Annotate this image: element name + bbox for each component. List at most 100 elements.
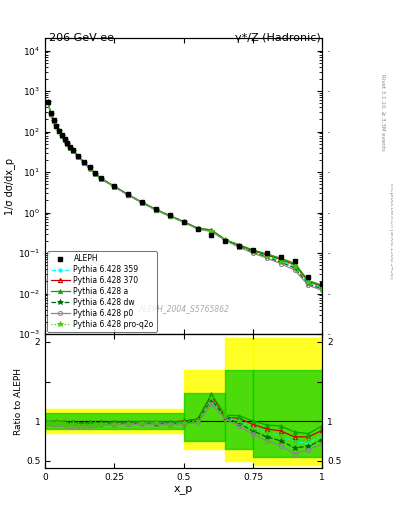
Pythia 6.428 p0: [223, 238, 228, 244]
Pythia 6.428 359: [57, 128, 61, 134]
ALEPH: [140, 199, 145, 205]
Pythia 6.428 370: [112, 183, 117, 189]
Pythia 6.428 a: [46, 99, 50, 105]
ALEPH: [167, 212, 172, 219]
Pythia 6.428 a: [57, 128, 61, 134]
Pythia 6.428 pro-q2o: [98, 176, 103, 182]
Pythia 6.428 p0: [48, 111, 53, 117]
Pythia 6.428 pro-q2o: [62, 137, 67, 143]
Pythia 6.428 a: [140, 199, 145, 205]
Pythia 6.428 359: [112, 183, 117, 189]
ALEPH: [87, 164, 92, 170]
Pythia 6.428 a: [62, 136, 67, 142]
Pythia 6.428 359: [126, 191, 131, 198]
Pythia 6.428 p0: [264, 255, 269, 261]
Pythia 6.428 359: [167, 213, 172, 219]
ALEPH: [182, 219, 186, 225]
Pythia 6.428 370: [59, 132, 64, 138]
ALEPH: [112, 183, 117, 189]
Pythia 6.428 359: [82, 160, 86, 166]
Pythia 6.428 dw: [278, 259, 283, 265]
Pythia 6.428 p0: [57, 129, 61, 135]
Pythia 6.428 dw: [62, 137, 67, 143]
ALEPH: [48, 111, 53, 117]
ALEPH: [68, 144, 72, 150]
Pythia 6.428 pro-q2o: [182, 219, 186, 225]
Pythia 6.428 a: [320, 282, 325, 288]
Pythia 6.428 dw: [87, 165, 92, 172]
Pythia 6.428 370: [306, 279, 311, 285]
Pythia 6.428 359: [209, 227, 214, 233]
Line: Pythia 6.428 a: Pythia 6.428 a: [46, 100, 324, 287]
Pythia 6.428 p0: [167, 213, 172, 219]
Text: ALEPH_2004_S5765862: ALEPH_2004_S5765862: [138, 304, 229, 313]
Pythia 6.428 a: [71, 147, 75, 154]
Pythia 6.428 370: [57, 128, 61, 134]
Pythia 6.428 dw: [320, 286, 325, 292]
Pythia 6.428 359: [98, 175, 103, 181]
Pythia 6.428 370: [82, 159, 86, 165]
Pythia 6.428 359: [87, 165, 92, 171]
Pythia 6.428 pro-q2o: [126, 192, 131, 198]
Pythia 6.428 370: [51, 118, 56, 124]
Pythia 6.428 dw: [167, 213, 172, 219]
Pythia 6.428 pro-q2o: [195, 226, 200, 232]
Pythia 6.428 dw: [209, 228, 214, 234]
Pythia 6.428 pro-q2o: [65, 141, 70, 147]
Pythia 6.428 p0: [76, 154, 81, 160]
ALEPH: [126, 191, 131, 198]
Pythia 6.428 p0: [112, 184, 117, 190]
Pythia 6.428 p0: [278, 261, 283, 267]
Pythia 6.428 359: [59, 133, 64, 139]
Pythia 6.428 pro-q2o: [71, 148, 75, 154]
ALEPH: [62, 136, 67, 142]
Pythia 6.428 p0: [46, 99, 50, 105]
Pythia 6.428 pro-q2o: [237, 243, 241, 249]
Pythia 6.428 p0: [140, 200, 145, 206]
Pythia 6.428 pro-q2o: [93, 170, 97, 177]
Pythia 6.428 p0: [93, 171, 97, 177]
Pythia 6.428 pro-q2o: [112, 184, 117, 190]
Pythia 6.428 p0: [154, 207, 158, 213]
Pythia 6.428 dw: [54, 123, 59, 129]
Pythia 6.428 pro-q2o: [51, 118, 56, 124]
Pythia 6.428 pro-q2o: [278, 258, 283, 264]
Pythia 6.428 a: [59, 132, 64, 138]
Pythia 6.428 pro-q2o: [54, 123, 59, 129]
Pythia 6.428 dw: [195, 226, 200, 232]
Pythia 6.428 370: [154, 206, 158, 212]
Pythia 6.428 370: [48, 111, 53, 117]
Pythia 6.428 a: [93, 170, 97, 177]
Pythia 6.428 dw: [51, 118, 56, 124]
ALEPH: [54, 122, 59, 129]
ALEPH: [209, 232, 214, 238]
Pythia 6.428 359: [46, 99, 50, 105]
Pythia 6.428 a: [98, 175, 103, 181]
Pythia 6.428 pro-q2o: [76, 154, 81, 160]
Pythia 6.428 dw: [76, 154, 81, 160]
Pythia 6.428 dw: [57, 128, 61, 134]
ALEPH: [98, 175, 103, 181]
Pythia 6.428 dw: [98, 176, 103, 182]
Pythia 6.428 pro-q2o: [68, 144, 72, 151]
ALEPH: [59, 132, 64, 138]
Pythia 6.428 dw: [251, 249, 255, 255]
Pythia 6.428 p0: [182, 219, 186, 225]
Pythia 6.428 359: [154, 207, 158, 213]
Pythia 6.428 dw: [46, 99, 50, 105]
Pythia 6.428 pro-q2o: [46, 99, 50, 105]
Pythia 6.428 370: [71, 147, 75, 154]
Pythia 6.428 dw: [140, 200, 145, 206]
Pythia 6.428 dw: [237, 244, 241, 250]
Text: 206 GeV ee: 206 GeV ee: [49, 33, 114, 44]
Pythia 6.428 p0: [51, 118, 56, 124]
Pythia 6.428 370: [93, 170, 97, 177]
Pythia 6.428 a: [82, 159, 86, 165]
ALEPH: [278, 254, 283, 260]
Pythia 6.428 dw: [182, 219, 186, 225]
Pythia 6.428 370: [292, 262, 297, 268]
Pythia 6.428 a: [278, 255, 283, 261]
Pythia 6.428 p0: [292, 267, 297, 273]
Pythia 6.428 dw: [292, 265, 297, 271]
Pythia 6.428 a: [48, 111, 53, 117]
